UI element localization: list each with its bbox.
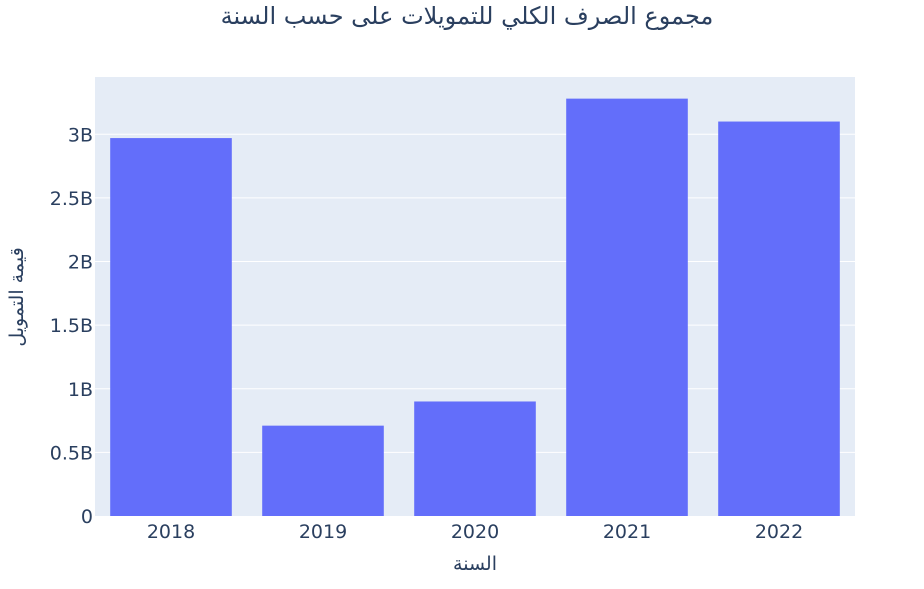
y-axis-ticks: 0 0.5B 1B 1.5B 2B 2.5B 3B (50, 124, 93, 528)
bar-2022 (718, 121, 840, 517)
bars (110, 98, 840, 517)
y-tick-label: 1.5B (50, 315, 93, 337)
y-tick-label: 0.5B (50, 442, 93, 464)
x-tick-label: 2018 (147, 521, 195, 543)
x-tick-label: 2019 (299, 521, 347, 543)
y-tick-label: 2.5B (50, 188, 93, 210)
chart-title: مجموع الصرف الكلي للتمويلات على حسب السن… (221, 2, 714, 30)
bar-2020 (414, 401, 536, 516)
bar-2018 (110, 138, 232, 517)
bar-2019 (262, 425, 384, 516)
y-tick-label: 3B (68, 124, 93, 146)
y-tick-label: 1B (68, 379, 93, 401)
x-tick-label: 2021 (603, 521, 651, 543)
y-tick-label: 0 (81, 506, 93, 528)
y-axis-title: قيمة التمويل (6, 247, 28, 346)
x-axis-ticks: 2018 2019 2020 2021 2022 (147, 521, 803, 543)
y-tick-label: 2B (68, 252, 93, 274)
x-tick-label: 2022 (755, 521, 803, 543)
x-axis-title: السنة (453, 553, 497, 575)
bar-2021 (566, 98, 688, 516)
x-tick-label: 2020 (451, 521, 499, 543)
